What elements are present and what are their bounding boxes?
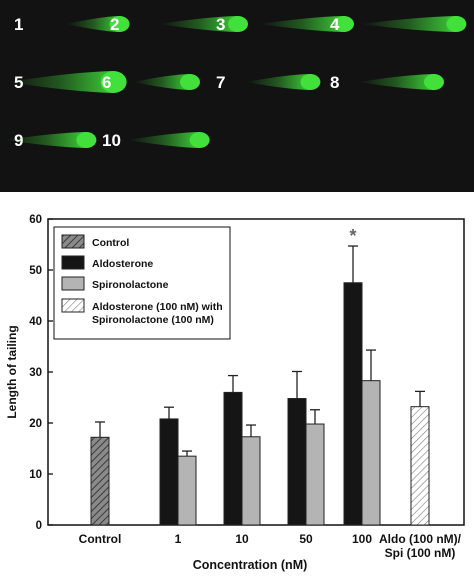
- comet-tail: [128, 132, 200, 148]
- comet-head: [446, 16, 467, 32]
- bar-aldosterone-100-nm-with-spironolactone-100-nm-aldo-100-nm-spi-100-nm: [410, 406, 430, 526]
- significance-asterisk: *: [349, 226, 356, 246]
- x-tick-label: 50: [299, 532, 313, 546]
- y-tick-label: 10: [29, 469, 42, 481]
- comet-label: 3: [216, 15, 225, 34]
- comet-label: 4: [330, 15, 340, 34]
- comet-head: [76, 132, 97, 148]
- bar-aldosterone-1: [159, 418, 179, 526]
- x-axis-title: Concentration (nM): [193, 558, 308, 572]
- bar-aldosterone-10: [223, 391, 243, 526]
- x-tick-label: Control: [79, 532, 122, 546]
- bar-aldosterone-100: [343, 282, 363, 526]
- bar-spironolactone-100: [361, 380, 381, 526]
- comet-tail: [359, 74, 434, 90]
- legend-swatch-aldosterone-100-nm-with-spironolactone-100-nm: [61, 298, 85, 313]
- bar-control-control: [90, 436, 110, 526]
- bar-spironolactone-1: [177, 455, 197, 526]
- comet-tail: [8, 71, 114, 93]
- legend-label: Spironolactone: [92, 279, 169, 291]
- bar-aldosterone-50: [287, 398, 307, 526]
- comet-head: [189, 132, 210, 148]
- comet-tail: [260, 16, 344, 32]
- y-tick-label: 40: [29, 316, 42, 328]
- comet-head: [100, 71, 127, 93]
- comet-assay-image-panel: 12345678910: [0, 0, 474, 192]
- legend-swatch-spironolactone: [61, 276, 85, 291]
- comet-head: [228, 16, 248, 32]
- legend-label: Spironolactone (100 nM): [92, 314, 214, 326]
- comet-head: [334, 16, 354, 32]
- x-tick-label: Aldo (100 nM)/: [379, 532, 462, 546]
- legend-label: Control: [92, 237, 129, 249]
- y-tick-label: 20: [29, 418, 42, 430]
- legend-label: Aldosterone: [92, 258, 153, 270]
- comet-panel-background: [0, 0, 474, 192]
- comet-tail: [133, 74, 190, 90]
- comet-tail: [5, 132, 87, 148]
- comet-label: 6: [102, 73, 111, 92]
- x-tick-label: 10: [235, 532, 249, 546]
- comet-label: 7: [216, 73, 225, 92]
- comet-head: [300, 74, 321, 90]
- legend-swatch-aldosterone: [61, 255, 85, 270]
- comet-label: 2: [110, 15, 119, 34]
- y-axis-title: Length of tailing: [5, 325, 19, 418]
- legend-label: Aldosterone (100 nM) with: [92, 301, 223, 313]
- comet-label: 10: [102, 131, 121, 150]
- y-tick-label: 0: [36, 520, 42, 532]
- comet-tail: [67, 16, 120, 32]
- comet-tail: [360, 16, 457, 32]
- comet-tail: [159, 16, 238, 32]
- y-tick-label: 30: [29, 367, 42, 379]
- comet-tail: [246, 74, 311, 90]
- y-tick-label: 60: [29, 214, 42, 226]
- comet-head: [180, 74, 200, 90]
- x-tick-label: 1: [175, 532, 182, 546]
- bar-spironolactone-10: [241, 436, 261, 526]
- legend-swatch-control: [61, 234, 85, 249]
- comet-label: 8: [330, 73, 339, 92]
- tailing-bar-chart: 0 10 20 30 40 50 60 Length of tailing Concentrat…: [5, 214, 465, 572]
- comet-label: 1: [14, 15, 23, 34]
- bar-spironolactone-50: [305, 423, 325, 526]
- comet-head: [109, 16, 130, 32]
- y-tick-label: 50: [29, 265, 42, 277]
- comet-head: [424, 74, 444, 90]
- x-tick-label: 100: [352, 532, 372, 546]
- x-tick-label: Spi (100 nM): [385, 546, 456, 560]
